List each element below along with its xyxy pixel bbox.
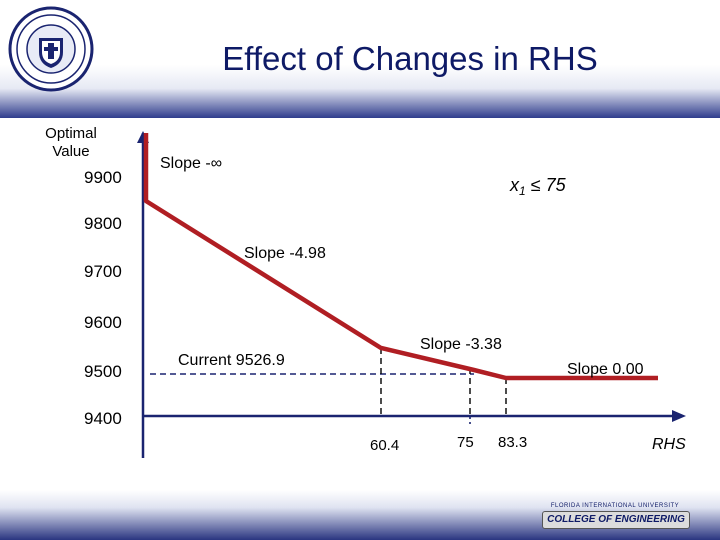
x-axis-label: RHS xyxy=(652,436,686,453)
y-tick-label: 9500 xyxy=(84,362,122,381)
slope-annotation: Slope -4.98 xyxy=(244,245,326,262)
footer-college-text: COLLEGE OF ENGINEERING xyxy=(542,511,690,529)
y-tick-label: 9900 xyxy=(84,168,122,187)
current-value-label: Current 9526.9 xyxy=(178,352,285,369)
college-logo: FLORIDA INTERNATIONAL UNIVERSITY COLLEGE… xyxy=(540,503,690,529)
y-axis-label: Optimal Value xyxy=(45,125,97,160)
y-tick-label: 9400 xyxy=(84,409,122,428)
slope-annotation: Slope -∞ xyxy=(160,155,222,172)
footer-university-text: FLORIDA INTERNATIONAL UNIVERSITY xyxy=(550,503,680,509)
constraint-label: x1 ≤ 75 xyxy=(509,175,567,198)
x-tick-label: 83.3 xyxy=(498,434,527,451)
y-tick-label: 9600 xyxy=(84,313,122,332)
x-tick-label: 75 xyxy=(457,434,474,451)
x-axis-arrow xyxy=(672,410,686,422)
y-tick-label: 9800 xyxy=(84,214,122,233)
slope-annotation: Slope 0.00 xyxy=(567,361,644,378)
slide-header xyxy=(0,0,720,118)
y-tick-label: 9700 xyxy=(84,262,122,281)
slope-annotation: Slope -3.38 xyxy=(420,336,502,353)
university-seal-icon xyxy=(8,6,94,92)
slide-title: Effect of Changes in RHS xyxy=(222,40,598,77)
optimal-value-line xyxy=(143,133,658,381)
x-tick-label: 60.4 xyxy=(370,437,399,454)
